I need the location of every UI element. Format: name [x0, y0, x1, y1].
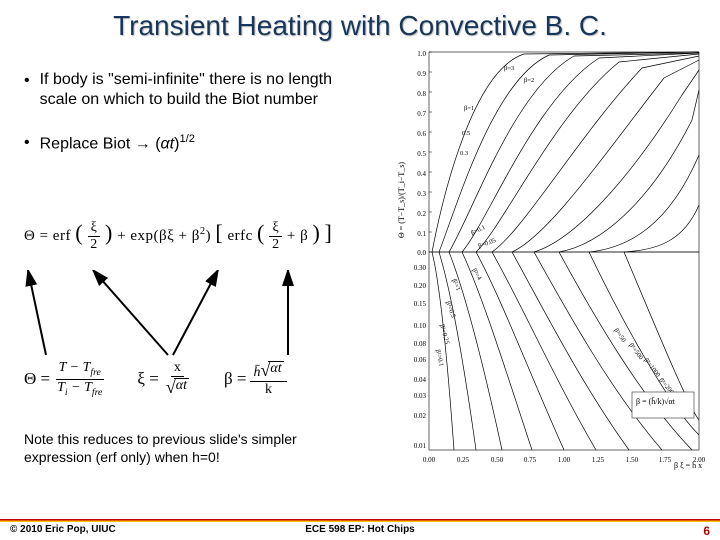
bullet-item: • Replace Biot → (αt)1/2: [24, 132, 364, 154]
bullets-block: • If body is "semi-infinite" there is no…: [24, 70, 364, 176]
svg-text:β=1: β=1: [464, 105, 474, 112]
formula-text: Θ = erf ( ξ2 ) + exp(βξ + β2) [ erfc ( ξ…: [24, 228, 332, 244]
svg-text:0.02: 0.02: [414, 412, 427, 420]
page-number: 6: [703, 524, 710, 538]
svg-text:β = (h̄/k)√αt: β = (h̄/k)√αt: [636, 397, 676, 406]
svg-text:0.1: 0.1: [417, 230, 426, 238]
svg-text:0.00: 0.00: [423, 456, 436, 464]
svg-text:0.06: 0.06: [414, 356, 427, 364]
def-beta: β = h̄√αt k: [224, 360, 287, 398]
bullet-text: Replace Biot → (αt)1/2: [40, 132, 364, 154]
svg-text:0.04: 0.04: [414, 376, 427, 384]
convection-chart: 1.0 0.9 0.8 0.7 0.6 0.5 0.4 0.3 0.2 0.1 0.0 0.3…: [384, 40, 714, 470]
slide-title: Transient Heating with Convective B. C.: [0, 0, 720, 42]
svg-text:1.00: 1.00: [558, 456, 571, 464]
svg-text:1.75: 1.75: [659, 456, 672, 464]
svg-text:0.30: 0.30: [414, 264, 427, 272]
svg-text:0.3: 0.3: [417, 190, 426, 198]
svg-text:0.20: 0.20: [414, 282, 427, 290]
bullet-text: If body is "semi-infinite" there is no l…: [40, 70, 364, 110]
def-num: x: [171, 360, 184, 377]
svg-text:0.3: 0.3: [460, 150, 468, 157]
footnote-text: Note this reduces to previous slide's si…: [24, 430, 364, 466]
arrow-annotations: [18, 270, 378, 370]
svg-text:0.01: 0.01: [414, 442, 427, 450]
svg-text:0.2: 0.2: [417, 210, 426, 218]
def-num: h̄√αt: [250, 360, 286, 382]
svg-text:0.08: 0.08: [414, 340, 427, 348]
main-formula: Θ = erf ( ξ2 ) + exp(βξ + β2) [ erfc ( ξ…: [24, 220, 384, 275]
svg-text:0.10: 0.10: [414, 322, 427, 330]
svg-text:0.8: 0.8: [417, 90, 426, 98]
footer: © 2010 Eric Pop, UIUC ECE 598 EP: Hot Ch…: [0, 524, 720, 538]
def-lhs: ξ =: [137, 369, 158, 389]
svg-text:0.5: 0.5: [417, 150, 426, 158]
svg-text:Θ = (T−T_s)/(T_i−T_s): Θ = (T−T_s)/(T_i−T_s): [397, 162, 406, 239]
bullet-dot-icon: •: [24, 72, 30, 90]
svg-text:β=3: β=3: [504, 65, 514, 72]
svg-text:0.25: 0.25: [457, 456, 470, 464]
def-den: k: [262, 382, 275, 398]
definitions-row: Θ = T − Tfre Ti − Tfre ξ = x √αt β = h̄√…: [24, 360, 287, 398]
svg-text:0.6: 0.6: [417, 130, 426, 138]
svg-text:0.4: 0.4: [417, 170, 426, 178]
svg-text:β ξ = h x: β ξ = h x: [674, 461, 702, 470]
svg-text:0.0: 0.0: [417, 249, 426, 257]
def-lhs: Θ =: [24, 369, 50, 389]
svg-text:0.03: 0.03: [414, 392, 427, 400]
svg-text:0.7: 0.7: [417, 110, 426, 118]
svg-text:1.0: 1.0: [417, 50, 426, 58]
svg-text:0.15: 0.15: [414, 300, 427, 308]
svg-text:0.9: 0.9: [417, 70, 426, 78]
def-num: T − Tfre: [56, 360, 104, 380]
svg-text:1.50: 1.50: [626, 456, 639, 464]
bullet-item: • If body is "semi-infinite" there is no…: [24, 70, 364, 110]
def-den: Ti − Tfre: [54, 380, 105, 399]
bullet-dot-icon: •: [24, 134, 30, 152]
svg-text:1.25: 1.25: [592, 456, 605, 464]
def-den: √αt: [163, 377, 192, 398]
svg-text:0.75: 0.75: [524, 456, 537, 464]
def-xi: ξ = x √αt: [137, 360, 192, 398]
course-label: ECE 598 EP: Hot Chips: [0, 524, 720, 535]
svg-text:β=2: β=2: [524, 77, 534, 84]
def-lhs: β =: [224, 369, 247, 389]
def-theta: Θ = T − Tfre Ti − Tfre: [24, 360, 105, 398]
svg-text:0.5: 0.5: [462, 130, 470, 137]
svg-text:0.50: 0.50: [491, 456, 504, 464]
footer-divider: [0, 519, 720, 522]
